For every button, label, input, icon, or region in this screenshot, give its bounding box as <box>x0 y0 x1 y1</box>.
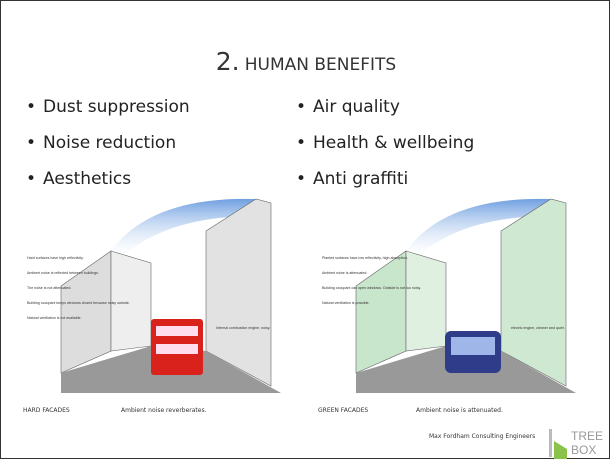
illustration-label: The noise is not attenuated. <box>27 286 71 290</box>
building <box>356 251 406 373</box>
illustration-label: Natural ventilation is not available. <box>27 316 82 320</box>
illustration-label: Hard surfaces have high reflectivity. <box>27 256 84 260</box>
hard-street <box>61 199 281 393</box>
credit: Max Fordham Consulting Engineers <box>429 433 535 440</box>
bullet: Anti graffiti <box>313 169 408 189</box>
logo-text: BOX <box>571 443 596 457</box>
logo: TREE BOX <box>549 429 603 459</box>
illustration-label: Natural ventilation is possible. <box>322 301 370 305</box>
building <box>406 251 446 351</box>
logo-leaf <box>554 441 567 459</box>
illustration-label: Ambient noise is reflected between build… <box>27 271 99 275</box>
caption-note: Ambient noise is attenuated. <box>416 407 503 414</box>
caption-note: Ambient noise reverberates. <box>121 407 207 414</box>
logo-text: TREE <box>571 429 603 443</box>
bullet: Noise reduction <box>43 133 176 153</box>
logo-bar <box>549 429 552 457</box>
illustration-label: electric engine, cleaner and quiet. <box>511 326 565 330</box>
bus-window <box>156 344 198 354</box>
illustrations: Hard surfaces have high reflectivity. Amb… <box>1 1 610 460</box>
green-street <box>356 199 576 393</box>
illustration-label: Ambient noise is attenuated. <box>322 271 367 275</box>
building <box>61 251 111 373</box>
bullet: Air quality <box>313 97 400 117</box>
illustration-label: Internal combustion engine, noisy. <box>216 326 270 330</box>
bus-window <box>156 326 198 336</box>
slide: 2. HUMAN BENEFITS Hard surfaces have hig… <box>0 0 610 459</box>
illustration-label: Building occupant can open windows. Outs… <box>322 286 421 290</box>
illustration-label: Planted surfaces have low reflectivity, … <box>322 256 408 260</box>
bus-window <box>451 337 495 355</box>
caption: HARD FACADES <box>23 407 70 414</box>
bullet: Health & wellbeing <box>313 133 474 153</box>
caption: GREEN FACADES <box>318 407 368 414</box>
illustration-label: Building occupant keeps windows closed b… <box>27 301 130 305</box>
bullet: Aesthetics <box>43 169 131 189</box>
bullet: Dust suppression <box>43 97 190 117</box>
